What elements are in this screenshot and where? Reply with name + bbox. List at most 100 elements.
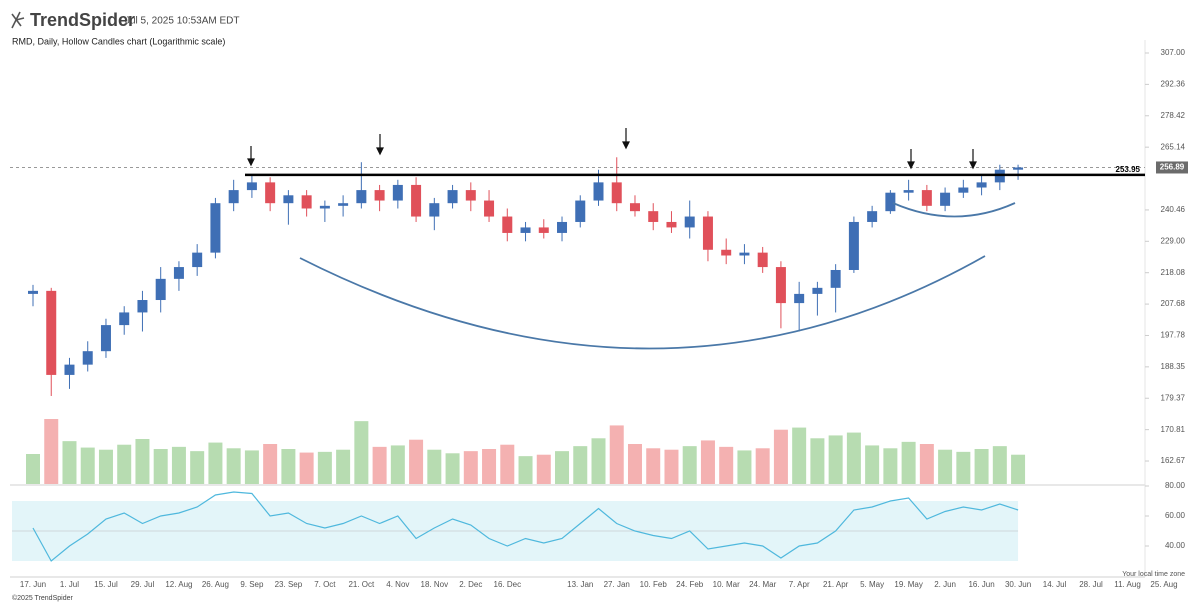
volume-bar <box>938 449 953 484</box>
x-tick-label: 16. Jun <box>968 580 994 589</box>
x-tick-label: 28. Jul <box>1079 580 1103 589</box>
x-tick-label: 12. Aug <box>165 580 192 589</box>
x-tick-label: 15. Jul <box>94 580 118 589</box>
candle-body <box>356 190 367 204</box>
chart-title: RMD, Daily, Hollow Candles chart (Logari… <box>12 36 225 46</box>
x-tick-label: 4. Nov <box>386 580 409 589</box>
volume-bar <box>445 453 460 484</box>
candle-body <box>794 293 805 304</box>
candle-body <box>301 195 312 209</box>
candle-body <box>702 216 713 250</box>
volume-bar <box>974 449 989 484</box>
candle-body <box>64 364 75 375</box>
y-tick-label: 240.46 <box>1161 205 1186 214</box>
candle-body <box>228 190 239 204</box>
brand: TrendSpider <box>30 10 135 30</box>
volume-bar <box>44 419 59 484</box>
volume-bar <box>627 444 642 484</box>
candle-body <box>283 195 294 204</box>
y-tick-label: 265.14 <box>1161 142 1186 151</box>
candle-body <box>119 312 130 326</box>
volume-bar <box>482 449 497 484</box>
candle-body <box>338 203 349 206</box>
candle-body <box>265 182 276 204</box>
volume-bar <box>80 447 95 484</box>
x-tick-label: 29. Jul <box>131 580 155 589</box>
candle-body <box>137 300 148 313</box>
candle-body <box>812 287 823 294</box>
volume-bar <box>609 425 624 484</box>
candle-body <box>46 290 57 375</box>
volume-bar <box>518 456 533 484</box>
volume-bar <box>919 444 934 484</box>
x-tick-label: 24. Mar <box>749 580 776 589</box>
volume-bar <box>1011 454 1026 484</box>
candle-body <box>775 267 786 304</box>
candle-body <box>82 351 93 365</box>
candle-body <box>1013 167 1024 170</box>
y-tick-label: 292.36 <box>1161 79 1186 88</box>
volume-bar <box>792 427 807 484</box>
y-tick-label: 60.00 <box>1165 511 1186 520</box>
candle-body <box>100 325 111 352</box>
candle-body <box>502 216 513 233</box>
candle-body <box>447 190 458 204</box>
timezone-note: Your local time zone <box>1122 571 1185 578</box>
volume-bar <box>208 442 223 484</box>
x-tick-label: 7. Apr <box>789 580 810 589</box>
x-tick-label: 1. Jul <box>60 580 79 589</box>
x-tick-label: 13. Jan <box>567 580 593 589</box>
x-tick-label: 26. Aug <box>202 580 229 589</box>
candle-body <box>684 216 695 228</box>
candle-body <box>830 269 841 288</box>
volume-bar <box>171 446 186 484</box>
y-tick-label: 207.68 <box>1161 299 1186 308</box>
y-tick-label: 229.00 <box>1161 236 1186 245</box>
volume-bar <box>26 454 40 484</box>
x-tick-label: 16. Dec <box>494 580 522 589</box>
candle-body <box>867 211 878 222</box>
y-tick-label: 80.00 <box>1165 481 1186 490</box>
x-tick-label: 21. Oct <box>348 580 375 589</box>
y-tick-label: 162.67 <box>1161 456 1186 465</box>
volume-bar <box>336 449 351 484</box>
candle-body <box>575 200 586 222</box>
candle-body <box>976 182 987 188</box>
volume-bar <box>390 445 405 484</box>
volume-bar <box>664 449 679 484</box>
arrows <box>247 128 977 170</box>
volume-bar <box>956 451 971 484</box>
x-tick-label: 10. Mar <box>713 580 740 589</box>
candle-body <box>192 252 203 268</box>
candle-body <box>319 205 330 209</box>
volume-bar <box>62 441 77 484</box>
x-tick-label: 2. Jun <box>934 580 956 589</box>
candle-body <box>666 221 677 228</box>
candle-body <box>411 184 422 217</box>
volume-bar <box>646 448 661 484</box>
candle-body <box>721 249 732 256</box>
level-label: 253.95 <box>1116 165 1141 174</box>
candle-body <box>921 190 932 206</box>
volume-bar <box>992 446 1007 484</box>
x-tick-label: 24. Feb <box>676 580 704 589</box>
candle-body <box>173 267 184 279</box>
y-tick-label: 218.08 <box>1161 268 1186 277</box>
volume-bar <box>773 429 788 484</box>
volume-bar <box>409 439 424 484</box>
x-tick-label: 25. Aug <box>1150 580 1177 589</box>
x-tick-label: 23. Sep <box>275 580 303 589</box>
handle-curve <box>892 202 1016 218</box>
candle-body <box>757 252 768 268</box>
candle-body <box>155 278 166 301</box>
candle-body <box>629 203 640 212</box>
x-tick-label: 14. Jul <box>1043 580 1067 589</box>
volume-bar <box>901 441 916 484</box>
x-tick-label: 18. Nov <box>421 580 449 589</box>
x-tick-label: 7. Oct <box>314 580 336 589</box>
volume-bar <box>536 454 551 484</box>
x-tick-label: 11. Aug <box>1114 580 1141 589</box>
volume-bar <box>865 445 880 484</box>
y-tick-label: 307.00 <box>1161 48 1186 57</box>
